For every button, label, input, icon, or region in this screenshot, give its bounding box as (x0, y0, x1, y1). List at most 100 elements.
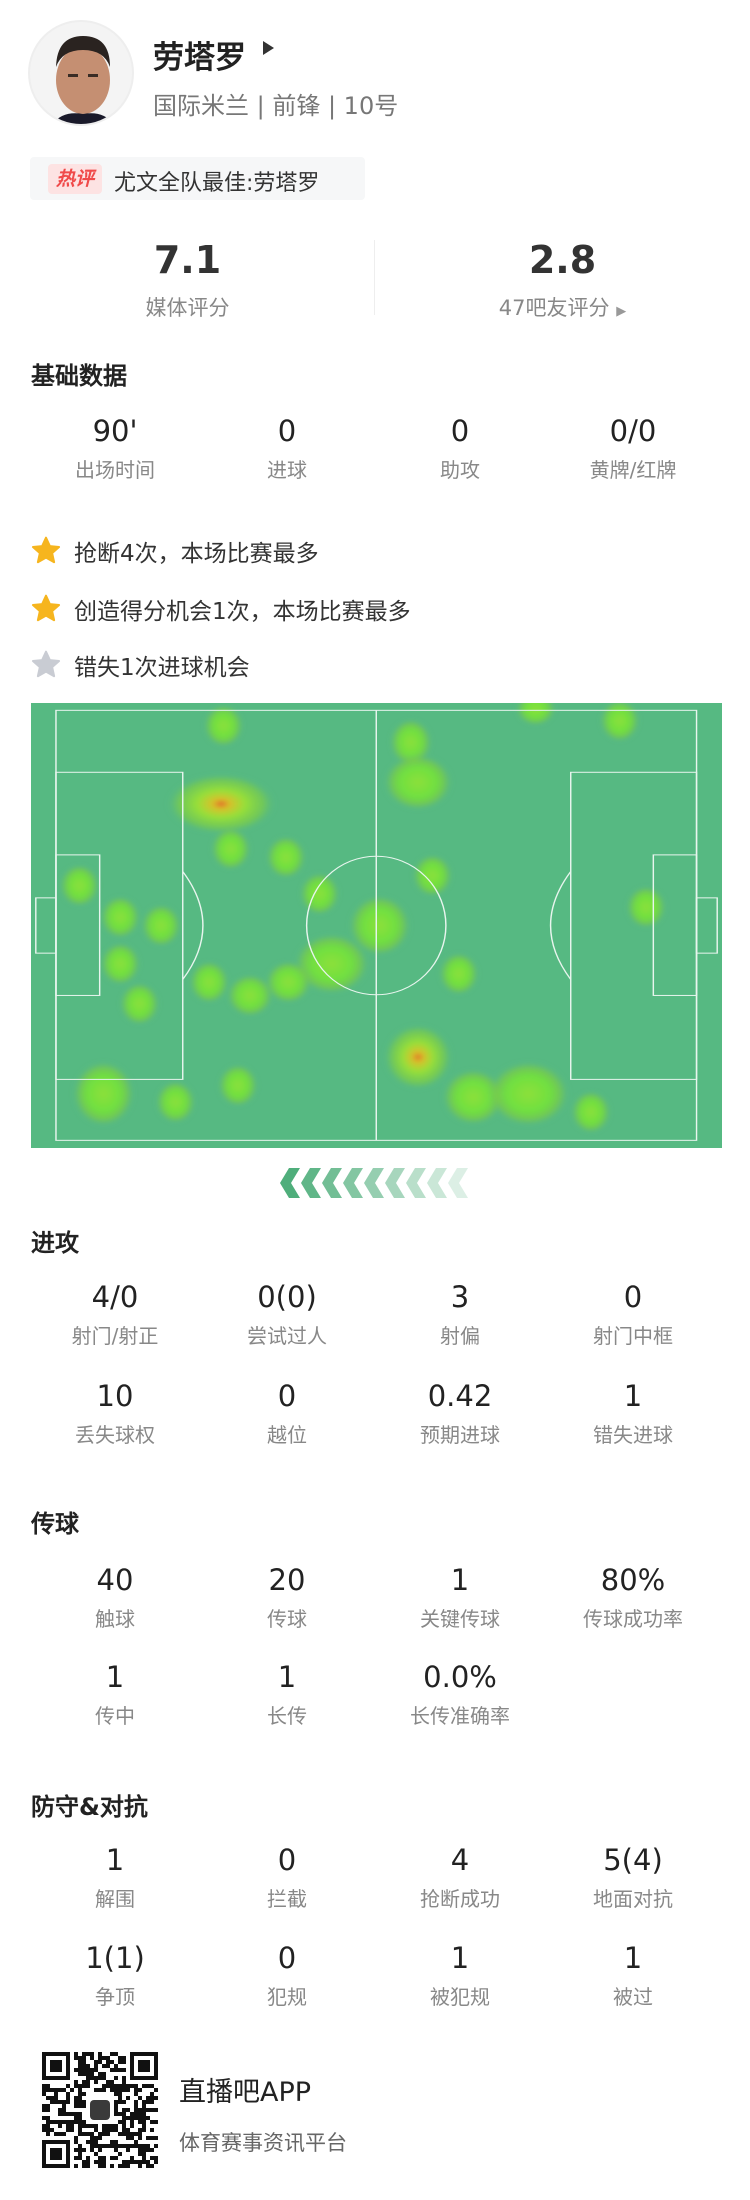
chevron-left-icon (406, 1168, 426, 1198)
stat-value: 3 (450, 1280, 470, 1314)
heat-spot (300, 872, 339, 915)
stat-value: 1 (105, 1843, 125, 1877)
stat-attack: 0.42 预期进球 (374, 1379, 546, 1448)
heat-spot (267, 836, 305, 879)
stat-passing: 80% 传球成功率 (547, 1563, 719, 1632)
stat-defense: 4 抢断成功 (374, 1843, 546, 1912)
highlight-text: 创造得分机会1次，本场比赛最多 (74, 599, 411, 625)
stat-value: 0 (450, 414, 470, 448)
stat-basic: 0 助攻 (374, 414, 546, 483)
heatmap (31, 692, 722, 1148)
caret-right-icon[interactable] (263, 41, 274, 55)
fan-rating[interactable]: 2.8 47吧友评分 ▶ (375, 238, 750, 322)
stat-label: 进球 (267, 458, 307, 482)
chevron-left-icon (427, 1168, 447, 1198)
heat-spot (219, 1064, 257, 1107)
stat-value: 0 (277, 1379, 297, 1413)
stat-passing: 1 传中 (29, 1660, 201, 1729)
stat-label: 抢断成功 (420, 1887, 500, 1911)
stat-value: 0 (277, 414, 297, 448)
stat-attack: 4/0 射门/射正 (29, 1280, 201, 1349)
stat-label: 地面对抗 (593, 1887, 673, 1911)
player-name[interactable]: 劳塔罗 (153, 40, 246, 76)
stat-value: 0 (277, 1941, 297, 1975)
fan-rating-label-wrap: 47吧友评分 ▶ (375, 292, 750, 322)
stat-value: 0 (277, 1843, 297, 1877)
fan-rating-label: 47吧友评分 (498, 296, 610, 320)
stat-value: 10 (96, 1379, 134, 1413)
highlight-text: 抢断4次，本场比赛最多 (74, 541, 319, 567)
stat-defense: 1(1) 争顶 (29, 1941, 201, 2010)
stat-value: 80% (600, 1563, 666, 1597)
heat-spot (101, 942, 140, 985)
stat-value: 0.0% (423, 1660, 497, 1694)
heat-spot (60, 864, 99, 907)
chevron-left-icon (448, 1168, 468, 1198)
stat-value: 1 (450, 1941, 470, 1975)
section-title-defense: 防守&对抗 (31, 1793, 148, 1821)
media-rating: 7.1 媒体评分 (0, 238, 375, 322)
heat-spot (384, 754, 452, 811)
stat-attack: 1 错失进球 (547, 1379, 719, 1448)
stat-label: 射偏 (440, 1324, 480, 1348)
star-icon (31, 536, 61, 564)
fan-rating-value: 2.8 (528, 238, 597, 282)
star-icon (31, 594, 61, 622)
stat-value: 40 (96, 1563, 134, 1597)
stat-attack: 0(0) 尝试过人 (201, 1280, 373, 1349)
stat-attack: 0 射门中框 (547, 1280, 719, 1349)
heat-spot (120, 982, 159, 1025)
stat-defense: 0 拦截 (201, 1843, 373, 1912)
app-name: 直播吧APP (179, 2077, 312, 2108)
stat-value: 0/0 (609, 414, 657, 448)
heat-spot (294, 933, 369, 995)
heat-spot (266, 961, 311, 1004)
highlight-text: 错失1次进球机会 (74, 655, 250, 681)
heat-spot (443, 1069, 504, 1126)
stat-defense: 1 被过 (547, 1941, 719, 2010)
heat-spot (190, 961, 228, 1004)
heat-spot (204, 704, 243, 747)
stat-label: 预期进球 (420, 1423, 500, 1447)
stat-value: 1 (623, 1379, 643, 1413)
star-icon (31, 650, 61, 678)
stat-label: 尝试过人 (247, 1324, 327, 1348)
heat-spot (101, 896, 140, 939)
stat-basic: 0 进球 (201, 414, 373, 483)
chevron-left-icon (280, 1168, 300, 1198)
stat-basic: 0/0 黄牌/红牌 (547, 414, 719, 483)
chevron-left-icon (385, 1168, 405, 1198)
section-title-basic: 基础数据 (31, 362, 127, 390)
hot-comment[interactable]: 热评 尤文全队最佳:劳塔罗 (30, 157, 365, 200)
stat-label: 长传准确率 (410, 1704, 510, 1728)
qr-code (42, 2052, 158, 2168)
stat-label: 解围 (95, 1887, 135, 1911)
heat-spot (349, 895, 410, 956)
heat-spot (227, 974, 273, 1017)
stat-label: 被犯规 (430, 1985, 490, 2009)
section-title-attack: 进攻 (31, 1229, 79, 1257)
heat-spot (73, 1061, 134, 1127)
stat-defense: 5(4) 地面对抗 (547, 1843, 719, 1912)
heat-spot (627, 886, 665, 929)
divider (374, 240, 375, 315)
stat-label: 拦截 (267, 1887, 307, 1911)
stat-value: 4/0 (91, 1280, 139, 1314)
stat-label: 被过 (613, 1985, 653, 2009)
media-rating-value: 7.1 (153, 238, 222, 282)
heat-spot (142, 904, 180, 947)
stat-label: 争顶 (95, 1985, 135, 2009)
stat-label: 射门/射正 (71, 1324, 159, 1348)
stat-passing: 40 触球 (29, 1563, 201, 1632)
heat-spot (211, 827, 250, 870)
hot-comment-text: 尤文全队最佳:劳塔罗 (114, 171, 320, 196)
stat-value: 1 (623, 1941, 643, 1975)
stat-passing: 1 长传 (201, 1660, 373, 1729)
app-tagline: 体育赛事资讯平台 (179, 2131, 347, 2155)
heat-spot (390, 718, 432, 766)
stat-label: 错失进球 (593, 1423, 673, 1447)
caret-right-icon: ▶ (616, 304, 627, 319)
media-rating-label: 媒体评分 (145, 296, 230, 320)
stat-value: 0(0) (257, 1280, 317, 1314)
heat-spot (516, 692, 555, 726)
